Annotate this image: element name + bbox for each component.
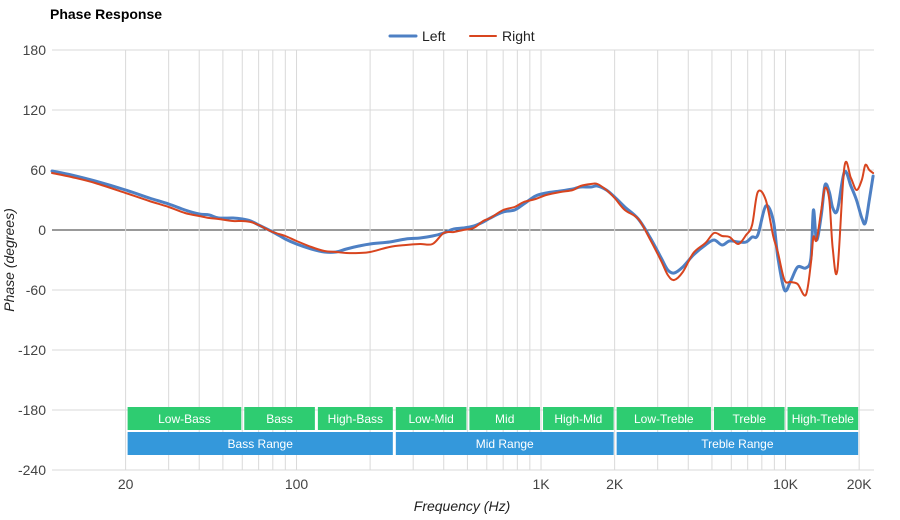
range-band-label: Low-Treble	[634, 412, 694, 426]
x-tick-label: 10K	[773, 476, 799, 492]
range-band	[616, 432, 859, 455]
range-band	[127, 407, 242, 430]
range-band	[244, 407, 315, 430]
range-band-label: High-Mid	[554, 412, 602, 426]
range-band	[616, 407, 711, 430]
range-band-label: High-Treble	[792, 412, 855, 426]
legend-label: Right	[502, 28, 535, 44]
y-tick-label: 60	[30, 162, 46, 178]
range-band	[543, 407, 614, 430]
series-lines	[50, 160, 875, 297]
axis-ticks: 180 120 60 0 -60 -120 -180 -240 20 100 1K 2K 10K 20K	[18, 42, 872, 492]
range-band-label: Low-Mid	[408, 412, 453, 426]
x-axis-label: Frequency (Hz)	[414, 498, 510, 514]
series-line-right	[51, 160, 875, 297]
chart-title: Phase Response	[50, 6, 162, 22]
y-tick-label: 0	[38, 222, 46, 238]
range-band-label: Bass	[266, 412, 293, 426]
range-band-label: Low-Bass	[158, 412, 211, 426]
x-tick-label: 20K	[847, 476, 873, 492]
legend: Left Right	[388, 28, 535, 44]
range-band-label: Treble	[732, 412, 766, 426]
range-band	[127, 432, 393, 455]
y-tick-label: 120	[23, 102, 47, 118]
y-axis-label: Phase (degrees)	[1, 208, 17, 312]
range-band-label: Bass Range	[228, 437, 294, 451]
x-tick-label: 2K	[606, 476, 624, 492]
legend-label: Left	[422, 28, 445, 44]
x-tick-label: 20	[118, 476, 134, 492]
range-band	[395, 407, 467, 430]
range-band-label: Treble Range	[701, 437, 774, 451]
range-bands: Low-Bass Bass High-Bass Low-Mid Mid High-Mid L…	[127, 407, 859, 455]
range-band-label: Mid	[495, 412, 514, 426]
y-tick-label: -60	[26, 282, 46, 298]
y-tick-label: -120	[18, 342, 46, 358]
range-band	[787, 407, 859, 430]
x-tick-label: 100	[285, 476, 309, 492]
grid	[52, 49, 874, 471]
range-band	[469, 407, 541, 430]
x-tick-label: 1K	[532, 476, 550, 492]
y-tick-label: -180	[18, 402, 46, 418]
range-band	[713, 407, 785, 430]
range-band-label: Mid Range	[476, 437, 534, 451]
range-band	[317, 407, 393, 430]
y-tick-label: 180	[23, 42, 47, 58]
range-band-label: High-Bass	[328, 412, 383, 426]
y-tick-label: -240	[18, 462, 46, 478]
range-band	[395, 432, 614, 455]
